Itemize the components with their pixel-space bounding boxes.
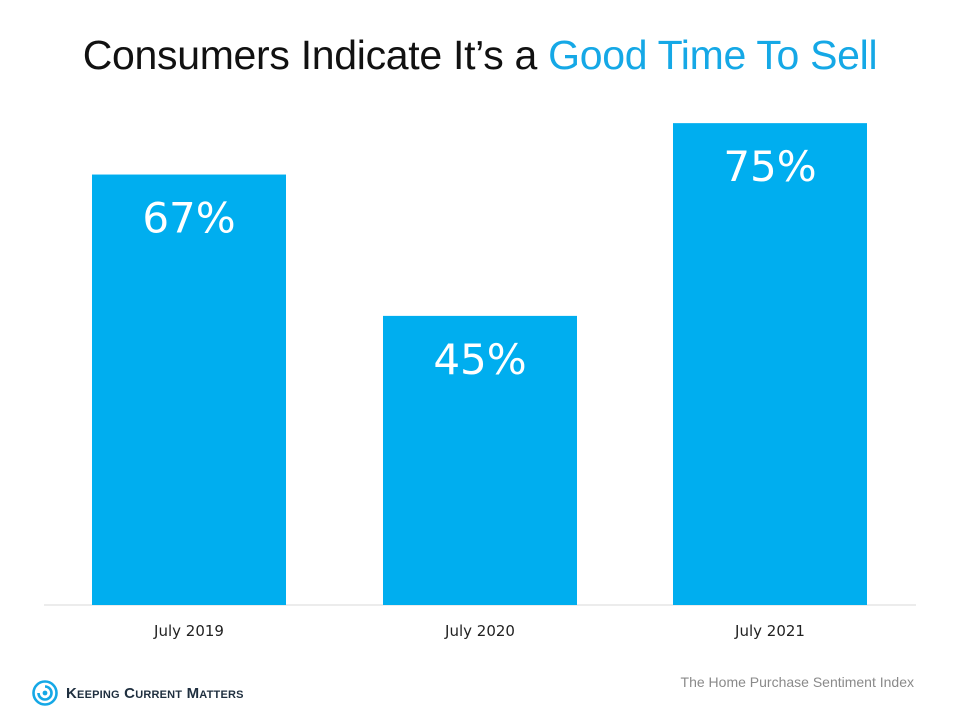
bar-value-label: 45% xyxy=(433,335,526,384)
chart-title: Consumers Indicate It’s a Good Time To S… xyxy=(0,32,960,79)
brand-logo: Keeping Current Matters xyxy=(32,680,244,706)
x-tick-label: July 2021 xyxy=(734,622,805,640)
chart-title-main: Consumers Indicate It’s a xyxy=(82,32,538,78)
bar-july-2019 xyxy=(92,174,286,605)
bar-value-label: 67% xyxy=(142,194,235,243)
bar-value-label: 75% xyxy=(723,142,816,191)
source-note: The Home Purchase Sentiment Index xyxy=(680,674,914,690)
bar-july-2021 xyxy=(673,123,867,606)
kcm-swirl-icon xyxy=(32,680,58,706)
x-tick-label: July 2020 xyxy=(444,622,515,640)
chart-title-accent: Good Time To Sell xyxy=(548,32,878,78)
bar-july-2020 xyxy=(383,315,577,605)
bar-group: 67% July 2019 45% July 2020 75% July 2021 xyxy=(92,123,867,640)
brand-name: Keeping Current Matters xyxy=(66,684,244,702)
x-tick-label: July 2019 xyxy=(153,622,224,640)
